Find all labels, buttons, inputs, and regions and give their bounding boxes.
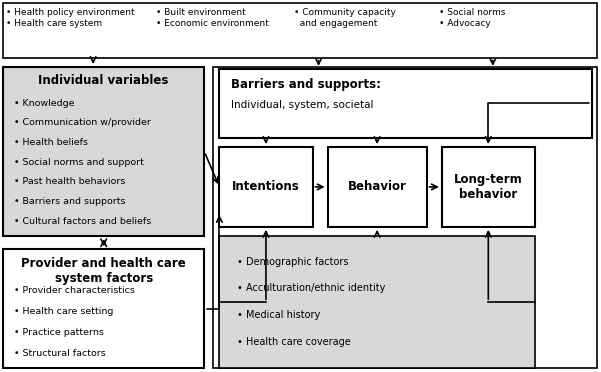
Text: • Acculturation/ethnic identity: • Acculturation/ethnic identity: [237, 283, 386, 294]
Text: • Practice patterns: • Practice patterns: [14, 328, 104, 337]
Text: • Social norms and support: • Social norms and support: [14, 158, 144, 167]
FancyBboxPatch shape: [213, 67, 597, 368]
Text: Intentions: Intentions: [232, 180, 300, 193]
Text: • Cultural factors and beliefs: • Cultural factors and beliefs: [14, 217, 151, 226]
FancyBboxPatch shape: [219, 147, 313, 227]
Text: • Built environment
• Economic environment: • Built environment • Economic environme…: [156, 8, 269, 28]
Text: Behavior: Behavior: [348, 180, 406, 193]
Text: • Demographic factors: • Demographic factors: [237, 257, 349, 267]
Text: Barriers and supports:: Barriers and supports:: [231, 78, 382, 91]
Text: Individual, system, societal: Individual, system, societal: [231, 100, 374, 110]
Text: • Health care coverage: • Health care coverage: [237, 337, 351, 347]
Text: • Community capacity
  and engagement: • Community capacity and engagement: [294, 8, 397, 28]
FancyBboxPatch shape: [219, 236, 535, 368]
FancyBboxPatch shape: [3, 67, 204, 236]
FancyBboxPatch shape: [219, 69, 592, 138]
Text: • Structural factors: • Structural factors: [14, 349, 106, 358]
Text: Long-term
behavior: Long-term behavior: [454, 173, 523, 201]
Text: Provider and health care
system factors: Provider and health care system factors: [21, 257, 186, 285]
Text: • Barriers and supports: • Barriers and supports: [14, 197, 126, 206]
FancyBboxPatch shape: [442, 147, 535, 227]
Text: • Health beliefs: • Health beliefs: [14, 138, 88, 147]
Text: • Medical history: • Medical history: [237, 310, 321, 320]
Text: • Past health behaviors: • Past health behaviors: [14, 177, 125, 186]
Text: • Communication w/provider: • Communication w/provider: [14, 118, 151, 127]
Text: • Social norms
• Advocacy: • Social norms • Advocacy: [439, 8, 505, 28]
Text: • Health policy environment
• Health care system: • Health policy environment • Health car…: [6, 8, 135, 28]
Text: • Provider characteristics: • Provider characteristics: [14, 286, 135, 295]
FancyBboxPatch shape: [328, 147, 427, 227]
Text: • Knowledge: • Knowledge: [14, 99, 75, 108]
Text: Individual variables: Individual variables: [38, 74, 169, 87]
Text: • Health care setting: • Health care setting: [14, 307, 113, 316]
FancyBboxPatch shape: [3, 3, 597, 58]
FancyBboxPatch shape: [3, 249, 204, 368]
